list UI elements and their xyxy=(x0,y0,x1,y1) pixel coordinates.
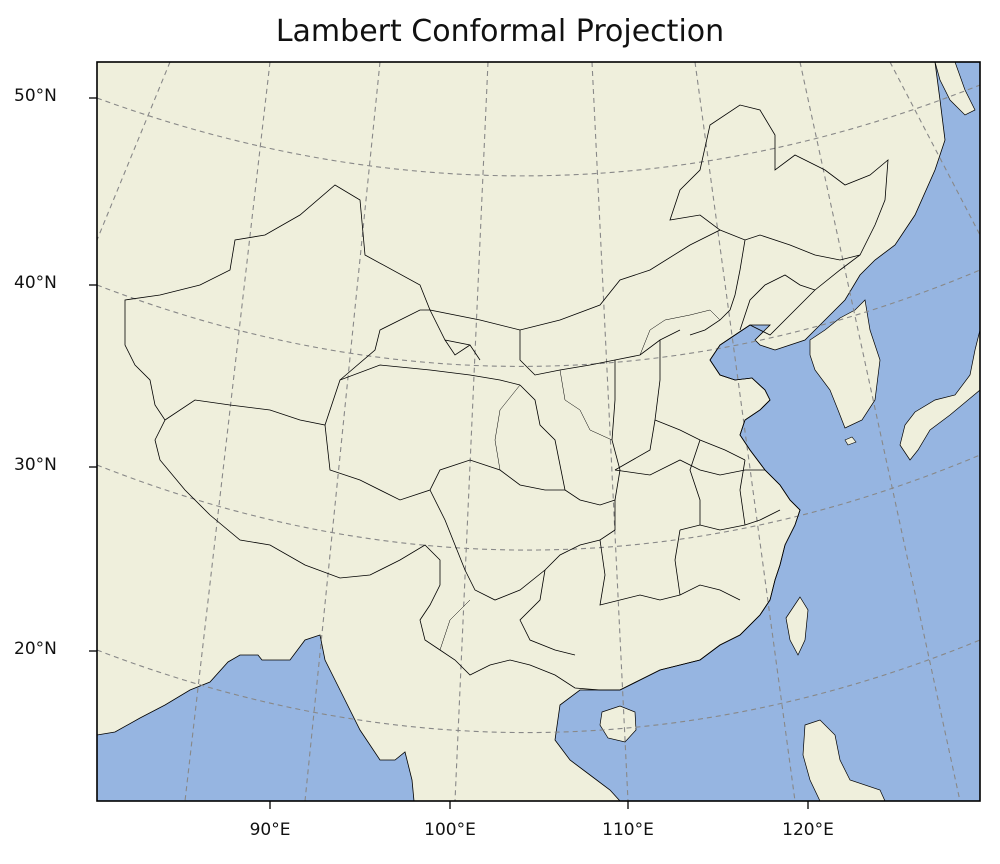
japan-islands xyxy=(899,329,980,461)
x-tick-label-90e: 90°E xyxy=(249,820,291,840)
hainan-island xyxy=(599,705,637,743)
x-tick-label-110e: 110°E xyxy=(602,820,654,840)
y-tick-label-40n: 40°N xyxy=(14,273,57,293)
korea-peninsula xyxy=(809,299,881,429)
philippines-islands xyxy=(802,719,886,801)
map-frame xyxy=(96,61,981,802)
parallels xyxy=(97,84,980,734)
axis-ticks xyxy=(89,97,809,809)
bay-of-bengal xyxy=(97,634,415,801)
province-borders xyxy=(439,309,721,651)
x-tick-label-100e: 100°E xyxy=(424,820,476,840)
map-title: Lambert Conformal Projection xyxy=(275,14,725,49)
y-tick-label-20n: 20°N xyxy=(14,639,57,659)
jeju-island xyxy=(844,436,857,446)
meridians xyxy=(97,62,980,801)
y-tick-label-30n: 30°N xyxy=(14,455,57,475)
sakhalin-island xyxy=(934,62,976,116)
taiwan-island xyxy=(785,596,809,656)
y-tick-label-50n: 50°N xyxy=(14,86,57,106)
x-tick-label-120e: 120°E xyxy=(782,820,834,840)
country-borders xyxy=(124,104,889,691)
